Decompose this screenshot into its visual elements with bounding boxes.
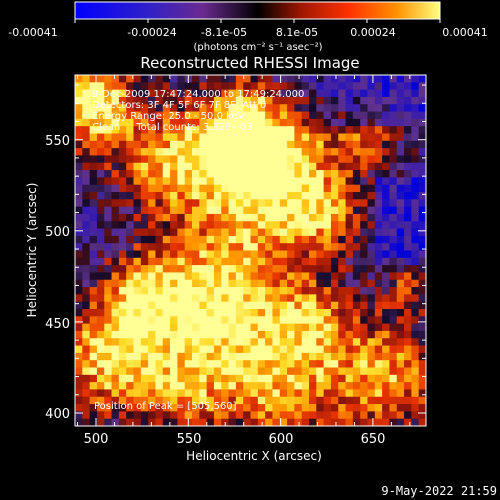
- x-axis-label: Heliocentric X (arcsec): [186, 449, 322, 463]
- y-tick-label-550: 550: [45, 134, 70, 149]
- y-tick-label-450: 450: [45, 317, 70, 332]
- colorbar: -0.00041 -0.00024 -8.1e-05 8.1e-05 0.000…: [8, 1, 488, 53]
- x-tick-label-550: 550: [177, 432, 202, 447]
- y-axis-label: Heliocentric Y (arcsec): [25, 183, 39, 318]
- x-tick-label-650: 650: [361, 432, 386, 447]
- plot-frame: [74, 74, 427, 427]
- axis-ticks: [75, 75, 426, 426]
- colorbar-tick-label-2: -8.1e-05: [201, 26, 247, 39]
- footer-timestamp: 9-May-2022 21:59: [381, 484, 497, 498]
- plot-title: Reconstructed RHESSI Image: [140, 54, 359, 72]
- rhessi-image-map: [75, 75, 426, 426]
- image-annotations: 9-Dec-2009 17:47:24.000 to 17:49:24.000 …: [92, 89, 304, 412]
- annotation-energy: Energy Range: 25.0 - 50.0 keV: [92, 111, 245, 122]
- x-tick-label-500: 500: [84, 432, 109, 447]
- colorbar-tick-label-4: 0.00024: [350, 26, 396, 39]
- annotation-method: Clean Total counts: 3.32E+03: [92, 122, 252, 133]
- y-tick-label-500: 500: [45, 225, 70, 240]
- annotation-detectors: Detectors: 3F 4F 5F 6F 7F 8F, Att 0: [92, 100, 266, 111]
- annotation-peak: Position of Peak = [505,560]: [94, 401, 237, 412]
- colorbar-unit-label: (photons cm⁻² s⁻¹ asec⁻²): [193, 42, 322, 53]
- colorbar-tick-label-1: -0.00024: [127, 26, 176, 39]
- colorbar-tick-label-3: 8.1e-05: [276, 26, 318, 39]
- annotation-time-range: 9-Dec-2009 17:47:24.000 to 17:49:24.000: [92, 89, 304, 100]
- colorbar-tick-label-0: -0.00041: [8, 26, 57, 39]
- y-tick-label-400: 400: [45, 407, 70, 422]
- colorbar-ticks: [74, 19, 441, 23]
- x-tick-label-600: 600: [269, 432, 294, 447]
- colorbar-tick-label-5: 0.00041: [442, 26, 488, 39]
- colorbar-gradient: [74, 1, 441, 20]
